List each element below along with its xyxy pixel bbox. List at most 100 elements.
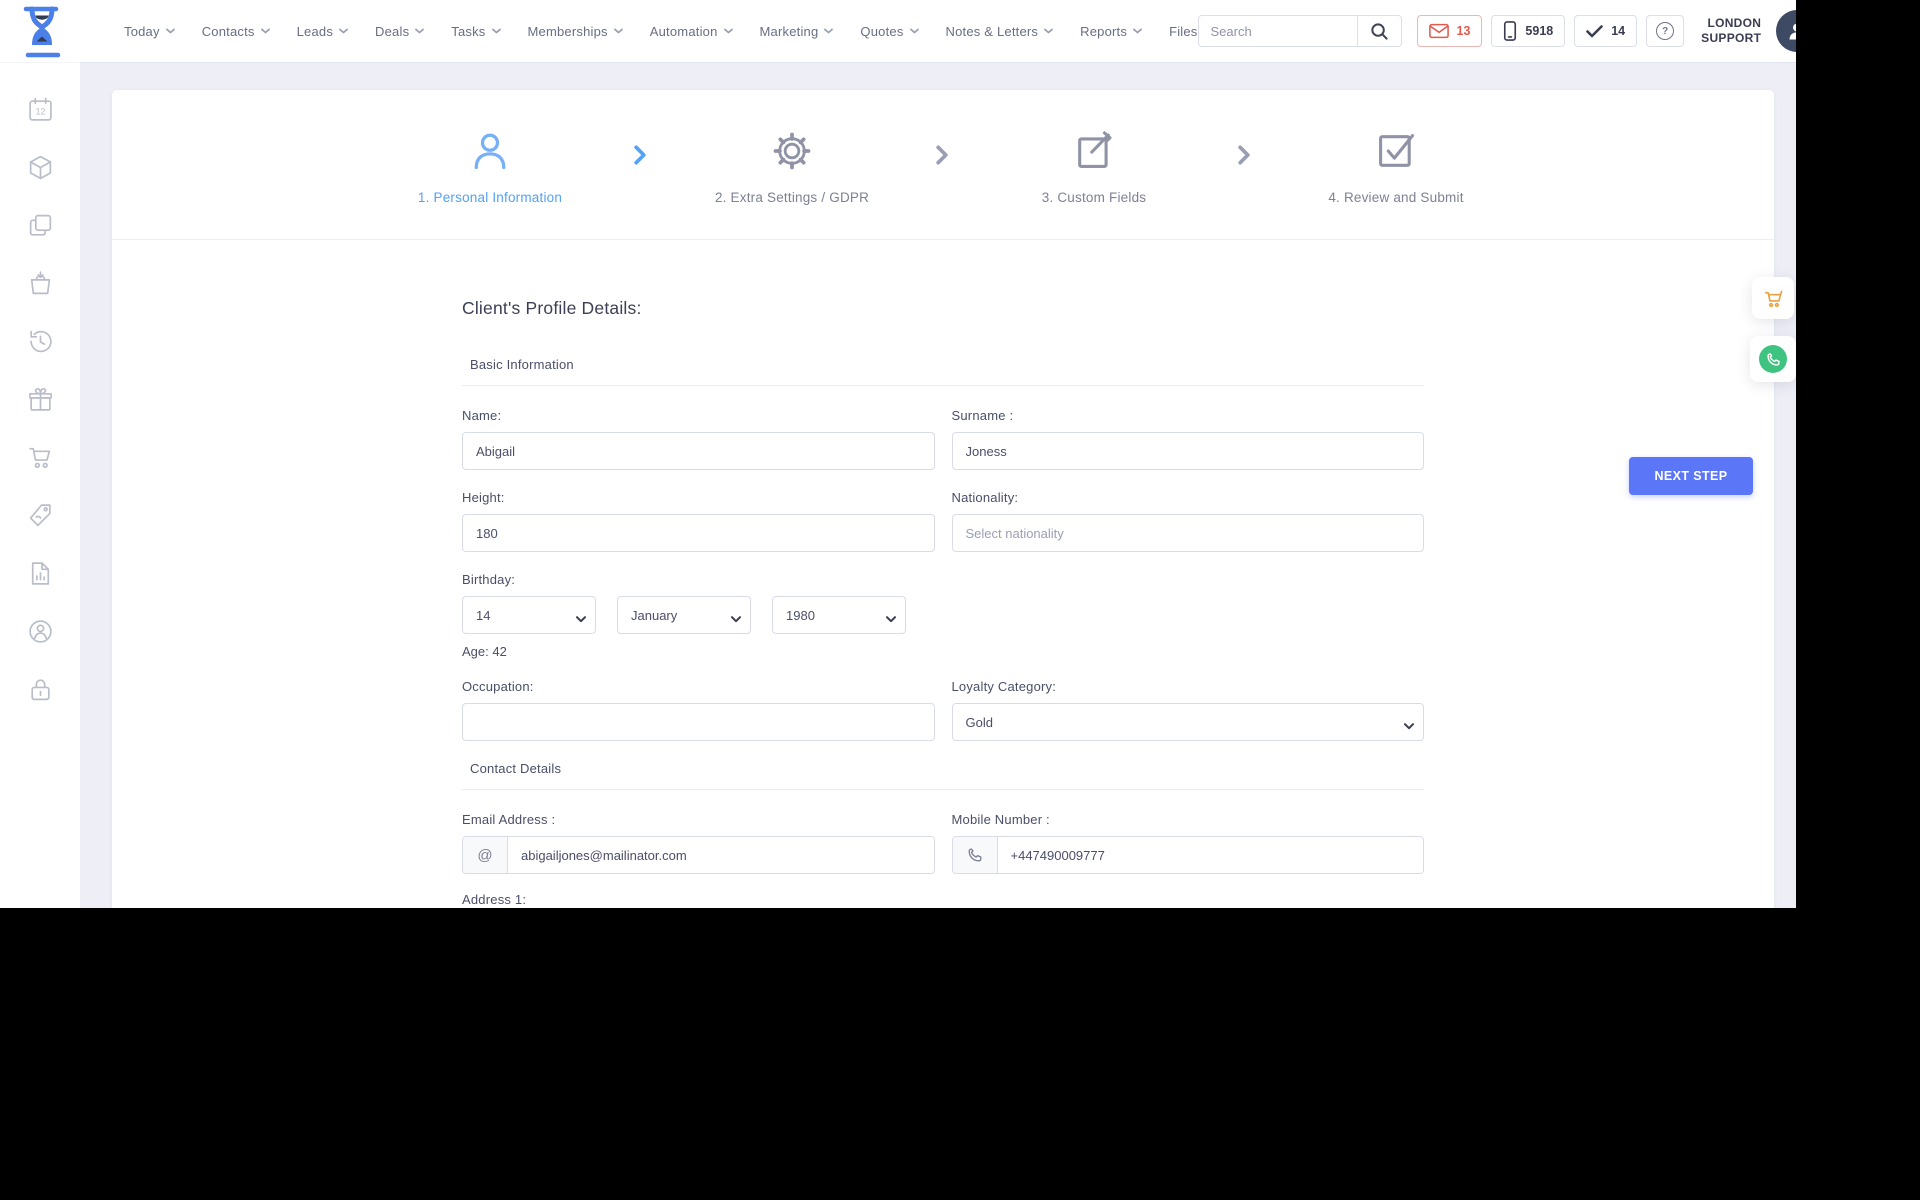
user-avatar[interactable] <box>1776 10 1796 52</box>
sidebar-item-history[interactable] <box>27 328 54 355</box>
sidebar-item-lock[interactable] <box>27 676 54 703</box>
wizard-step-custom-fields[interactable]: 3. Custom Fields <box>950 124 1238 205</box>
wizard-step-label: 2. Extra Settings / GDPR <box>714 190 870 205</box>
nav-item-quotes[interactable]: Quotes <box>860 23 919 39</box>
whatsapp-floating-button[interactable] <box>1750 336 1796 382</box>
messages-badge[interactable]: 13 <box>1416 15 1483 47</box>
question-mark-icon: ? <box>1656 22 1675 40</box>
nav-label: Reports <box>1080 23 1128 39</box>
birthday-year-wrap: 1980 <box>772 596 906 634</box>
checkmark-icon <box>1586 24 1604 37</box>
name-input[interactable] <box>462 432 935 470</box>
mobile-label: Mobile Number : <box>951 812 1050 827</box>
spacer <box>952 572 1425 659</box>
nationality-input[interactable] <box>951 514 1424 552</box>
hourglass-logo-icon <box>23 6 61 58</box>
account-line1: LONDON <box>1707 16 1762 30</box>
sidebar-item-reports[interactable] <box>27 560 54 587</box>
sidebar-item-cart[interactable] <box>27 444 54 471</box>
occupation-input[interactable] <box>462 703 935 741</box>
birthday-label: Birthday: <box>462 572 516 587</box>
name-field: Name: <box>462 408 935 470</box>
app-logo[interactable] <box>22 6 62 58</box>
address1-label: Address 1: <box>462 892 527 907</box>
birthday-month-select[interactable]: January <box>617 596 751 634</box>
tasks-count: 14 <box>1611 24 1626 38</box>
email-field: Email Address : @ <box>462 812 935 874</box>
height-label: Height: <box>462 490 505 505</box>
top-bar-right: 13 5918 14 ? LONDON SUPPORT <box>1197 10 1796 52</box>
nav-item-marketing[interactable]: Marketing <box>760 24 834 39</box>
cart-floating-button[interactable] <box>1752 277 1794 319</box>
phone-handset-icon <box>952 837 998 873</box>
nav-item-memberships[interactable]: Memberships <box>528 24 623 39</box>
calls-count: 5918 <box>1525 24 1554 38</box>
loyalty-category-label: Loyalty Category: <box>951 679 1057 694</box>
name-label: Name: <box>462 408 502 423</box>
app-viewport: Today Contacts Leads Deals Tasks Members… <box>0 0 1796 908</box>
birthday-month-wrap: January <box>617 596 751 634</box>
search-button[interactable] <box>1356 16 1401 46</box>
chevron-down-icon <box>723 28 733 34</box>
mobile-input[interactable] <box>997 837 1423 873</box>
calls-badge[interactable]: 5918 <box>1491 15 1566 47</box>
sidebar-item-gifts[interactable] <box>27 386 54 413</box>
section-basic-information: Basic Information <box>462 357 1424 386</box>
copy-icon <box>29 214 51 236</box>
help-button[interactable]: ? <box>1646 15 1685 47</box>
search-icon <box>1370 22 1388 40</box>
nav-label: Automation <box>649 23 718 39</box>
chevron-down-icon <box>909 28 919 34</box>
nav-label: Today <box>124 23 160 39</box>
search-input[interactable] <box>1198 16 1357 46</box>
sidebar-item-calendar[interactable]: 12 <box>27 96 54 123</box>
wizard-step-personal-information[interactable]: 1. Personal Information <box>346 124 634 205</box>
chevron-right-icon <box>1238 145 1252 167</box>
padlock-icon <box>30 679 50 701</box>
main-card: 1. Personal Information 2. Extra Setting… <box>112 90 1774 908</box>
surname-label: Surname : <box>951 408 1014 423</box>
gift-icon <box>28 387 52 411</box>
loyalty-category-select[interactable]: Gold <box>951 703 1424 741</box>
wizard-step-extra-settings[interactable]: 2. Extra Settings / GDPR <box>648 124 936 205</box>
sidebar-item-products[interactable] <box>27 154 54 181</box>
left-sidebar: 12 <box>0 62 80 908</box>
mobile-input-group <box>951 836 1424 874</box>
sidebar-item-duplicates[interactable] <box>27 212 54 239</box>
loyalty-category-field: Loyalty Category: Gold <box>951 679 1424 741</box>
age-text: Age: 42 <box>462 644 507 659</box>
next-step-button[interactable]: NEXT STEP <box>1629 457 1753 495</box>
loyalty-select-wrap: Gold <box>951 703 1424 741</box>
wizard-step-review-submit[interactable]: 4. Review and Submit <box>1252 124 1540 205</box>
nav-item-contacts[interactable]: Contacts <box>202 24 270 39</box>
surname-input[interactable] <box>951 432 1424 470</box>
email-input[interactable] <box>508 837 934 873</box>
nav-item-tasks[interactable]: Tasks <box>451 24 501 39</box>
nav-item-reports[interactable]: Reports <box>1080 24 1142 39</box>
sidebar-item-orders[interactable] <box>27 270 54 297</box>
tasks-badge[interactable]: 14 <box>1574 15 1638 47</box>
nav-item-files[interactable]: Files <box>1169 24 1197 39</box>
nav-item-automation[interactable]: Automation <box>650 24 733 39</box>
nav-label: Quotes <box>860 23 904 39</box>
birthday-day-select[interactable]: 14 <box>462 596 596 634</box>
birthday-year-select[interactable]: 1980 <box>772 596 906 634</box>
sidebar-item-tags[interactable] <box>27 502 54 529</box>
sidebar-item-user-security[interactable] <box>27 618 54 645</box>
calendar-icon: 12 <box>28 97 52 121</box>
nav-label: Deals <box>375 23 410 39</box>
nav-label: Memberships <box>527 23 608 39</box>
check-square-icon <box>1379 134 1415 167</box>
account-name: LONDON SUPPORT <box>1701 16 1761 46</box>
height-input[interactable] <box>462 514 935 552</box>
nav-item-today[interactable]: Today <box>124 24 175 39</box>
bag-download-icon <box>30 271 50 295</box>
nav-item-notes-letters[interactable]: Notes & Letters <box>946 24 1054 39</box>
contact-details-grid: Email Address : @ Mobile Number : <box>462 812 1424 874</box>
nav-item-deals[interactable]: Deals <box>375 23 425 39</box>
client-profile-form: Client's Profile Details: Basic Informat… <box>462 298 1424 907</box>
chevron-down-icon <box>824 28 834 34</box>
wizard-step-label: 1. Personal Information <box>417 190 563 205</box>
report-file-icon <box>31 562 49 585</box>
nav-item-leads[interactable]: Leads <box>297 24 348 39</box>
